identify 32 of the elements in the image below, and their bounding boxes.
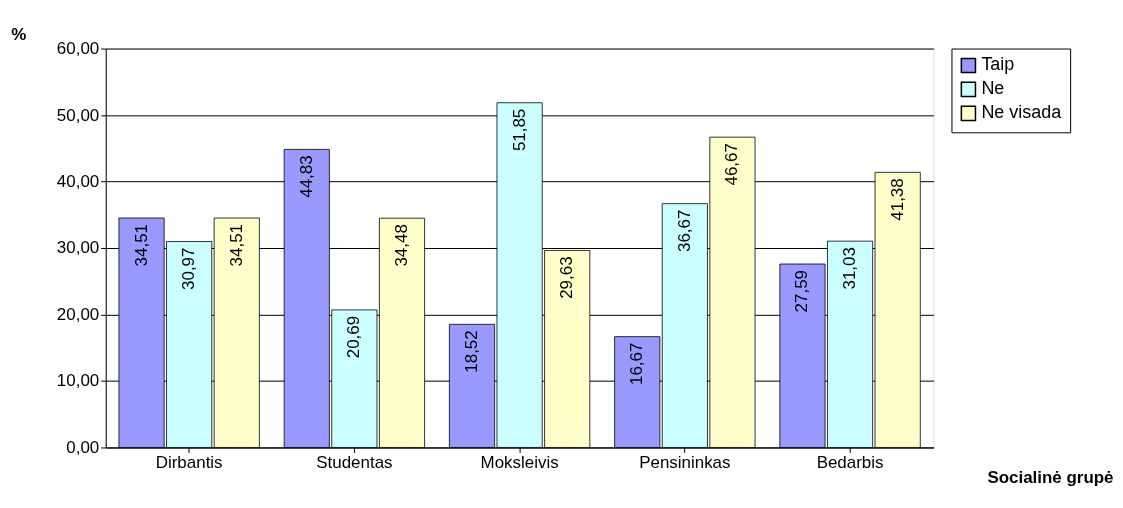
- x-tick-label: Bedarbis: [816, 452, 884, 472]
- data-label: 34,51: [131, 224, 151, 267]
- data-label: 29,63: [557, 256, 577, 299]
- legend-label: Ne: [981, 78, 1005, 99]
- data-label: 44,83: [296, 155, 316, 198]
- y-tick-label: 20,00: [56, 304, 100, 324]
- data-label: 31,03: [840, 247, 860, 290]
- data-label: 27,59: [792, 270, 812, 313]
- y-tick-label: 10,00: [56, 371, 100, 391]
- data-label: 41,38: [887, 178, 907, 221]
- x-tick-label: Studentas: [316, 452, 393, 472]
- data-label: 18,52: [461, 330, 481, 373]
- y-tick-label: 50,00: [56, 105, 100, 125]
- y-axis-title: %: [11, 25, 27, 45]
- data-label: 30,97: [179, 247, 199, 290]
- y-tick-label: 60,00: [56, 39, 100, 59]
- data-label: 34,51: [226, 224, 246, 267]
- legend-label: Taip: [981, 54, 1015, 75]
- data-label: 16,67: [627, 342, 647, 385]
- data-label: 34,48: [391, 224, 411, 267]
- data-label: 46,67: [722, 143, 742, 186]
- x-tick-label: Dirbantis: [155, 452, 223, 472]
- legend-label: Ne visada: [981, 102, 1062, 123]
- x-tick-label: Moksleivis: [480, 452, 559, 472]
- y-tick-label: 0,00: [66, 437, 100, 457]
- x-tick-label: Pensininkas: [639, 452, 731, 472]
- data-label: 36,67: [674, 209, 694, 253]
- y-tick-label: 40,00: [56, 172, 100, 191]
- data-label: 20,69: [344, 315, 364, 359]
- data-label: 51,85: [509, 108, 529, 152]
- y-tick-label: 30,00: [56, 238, 100, 258]
- x-axis-title: Socialinė grupė: [987, 467, 1114, 487]
